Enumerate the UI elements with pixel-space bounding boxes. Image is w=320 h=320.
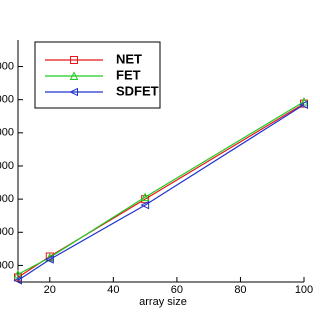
marker [70,56,78,64]
x-axis-label: array size [139,296,187,308]
y-tick-label: 7000 [0,60,14,72]
marker [140,200,150,210]
series-line [17,101,305,275]
marker [299,100,308,109]
x-tick-label: 100 [295,284,313,296]
y-tick-label: 1000 [0,259,14,271]
y-tick-label: 2000 [0,226,14,238]
marker [45,255,54,264]
legend-label: FET [116,67,141,82]
x-tick-label: 60 [171,284,183,296]
x-tick-label: 80 [234,284,246,296]
marker [13,269,23,279]
series-line [17,104,305,281]
legend-label: SDFET [116,83,159,98]
y-tick-label: 5000 [0,127,14,139]
y-tick-label: 6000 [0,94,14,106]
x-tick-label: 40 [107,284,119,296]
marker [69,87,78,97]
series-line [17,103,305,278]
marker [69,71,79,80]
legend-box [34,41,161,109]
y-tick-label: 3000 [0,193,14,205]
legend-label: NET [116,51,142,66]
x-tick-label: 20 [44,284,56,296]
marker [140,192,150,202]
marker [13,276,22,285]
y-tick-label: 4000 [0,160,14,172]
